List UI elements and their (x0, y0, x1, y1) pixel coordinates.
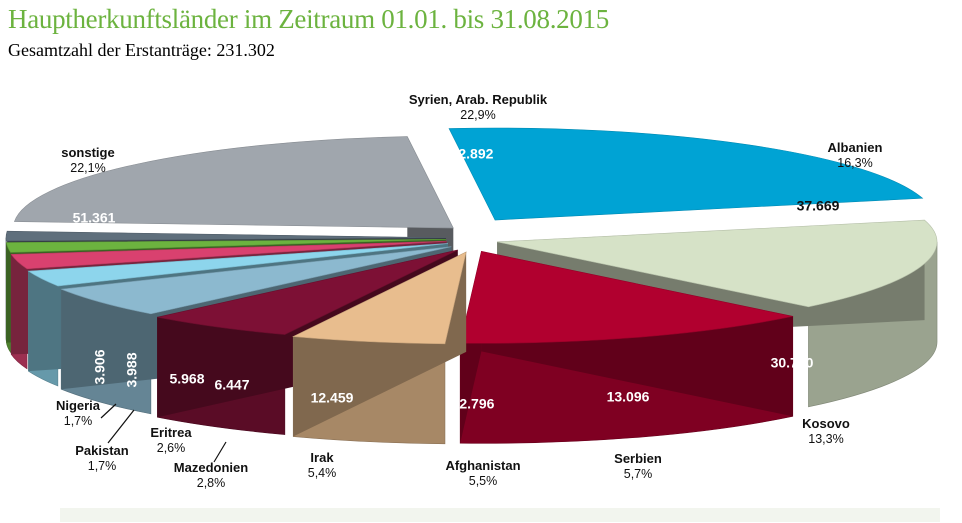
slice-percent-afghanistan: 5,5% (469, 474, 498, 488)
slice-value-sonstige: 51.361 (73, 210, 116, 226)
pie-slices (5, 127, 938, 445)
slice-label-kosovo: Kosovo (802, 416, 850, 431)
slice-percent-pakistan: 1,7% (88, 459, 117, 473)
slice-value-kosovo: 30.720 (771, 355, 814, 371)
slice-percent-sonstige: 22,1% (70, 161, 105, 175)
slice-percent-irak: 5,4% (308, 466, 337, 480)
slice-top-eritrea (10, 240, 447, 270)
slice-value-eritrea: 5.968 (169, 371, 204, 387)
slice-top-sonstige (13, 136, 454, 229)
slice-value-albanien: 37.669 (797, 198, 840, 214)
slice-percent-syrien-arab-republik: 22,9% (460, 108, 495, 122)
slice-label-nigeria: Nigeria (56, 398, 101, 413)
slice-top-syrien-arab-republik (448, 127, 924, 221)
slice-serbien (292, 251, 467, 445)
slice-top-afghanistan (157, 249, 458, 335)
slice-label-albanien: Albanien (828, 140, 883, 155)
slice-value-pakistan: 3.988 (124, 352, 140, 387)
slice-label-sonstige: sonstige (61, 145, 114, 160)
slice-label-syrien-arab-republik: Syrien, Arab. Republik (409, 92, 548, 107)
slice-value-afghanistan: 12.796 (452, 396, 495, 412)
slice-percent-albanien: 16,3% (837, 156, 872, 170)
slice-percent-mazedonien: 2,8% (197, 476, 226, 490)
slice-label-serbien: Serbien (614, 451, 662, 466)
chart-title: Hauptherkunftsländer im Zeitraum 01.01. … (8, 4, 609, 34)
slice-label-irak: Irak (310, 450, 334, 465)
slice-top-irak (61, 246, 452, 315)
leader-line-nigeria (100, 403, 117, 419)
chart-subtitle: Gesamtzahl der Erstanträge: 231.302 (8, 40, 275, 60)
slice-top-serbien (292, 251, 467, 345)
slice-top-albanien (496, 219, 938, 308)
slice-value-serbien: 13.096 (607, 389, 650, 405)
slice-label-eritrea: Eritrea (150, 425, 192, 440)
slice-percent-serbien: 5,7% (624, 467, 653, 481)
slice-value-irak: 12.459 (311, 390, 354, 406)
slice-top-nigeria (5, 230, 447, 242)
slice-top-pakistan (6, 238, 447, 253)
leader-line-pakistan (107, 409, 135, 444)
leader-lines (100, 403, 227, 463)
slice-percent-eritrea: 2,6% (157, 441, 186, 455)
slice-value-nigeria: 3.906 (92, 349, 108, 384)
slice-label-afghanistan: Afghanistan (445, 458, 520, 473)
slice-value-syrien-arab-republik: 52.892 (451, 146, 494, 162)
slice-kosovo (459, 250, 794, 444)
footer-band (60, 508, 940, 522)
slice-label-pakistan: Pakistan (75, 443, 129, 458)
slice-syrien-arab-republik (448, 127, 924, 221)
slice-percent-kosovo: 13,3% (808, 432, 843, 446)
slice-albanien (496, 219, 938, 408)
slice-value-mazedonien: 6.447 (214, 377, 249, 393)
slice-top-kosovo (459, 250, 793, 344)
slice-top-mazedonien (27, 243, 449, 287)
slice-percent-nigeria: 1,7% (64, 414, 93, 428)
leader-line-mazedonien (213, 441, 227, 463)
slice-label-mazedonien: Mazedonien (174, 460, 248, 475)
